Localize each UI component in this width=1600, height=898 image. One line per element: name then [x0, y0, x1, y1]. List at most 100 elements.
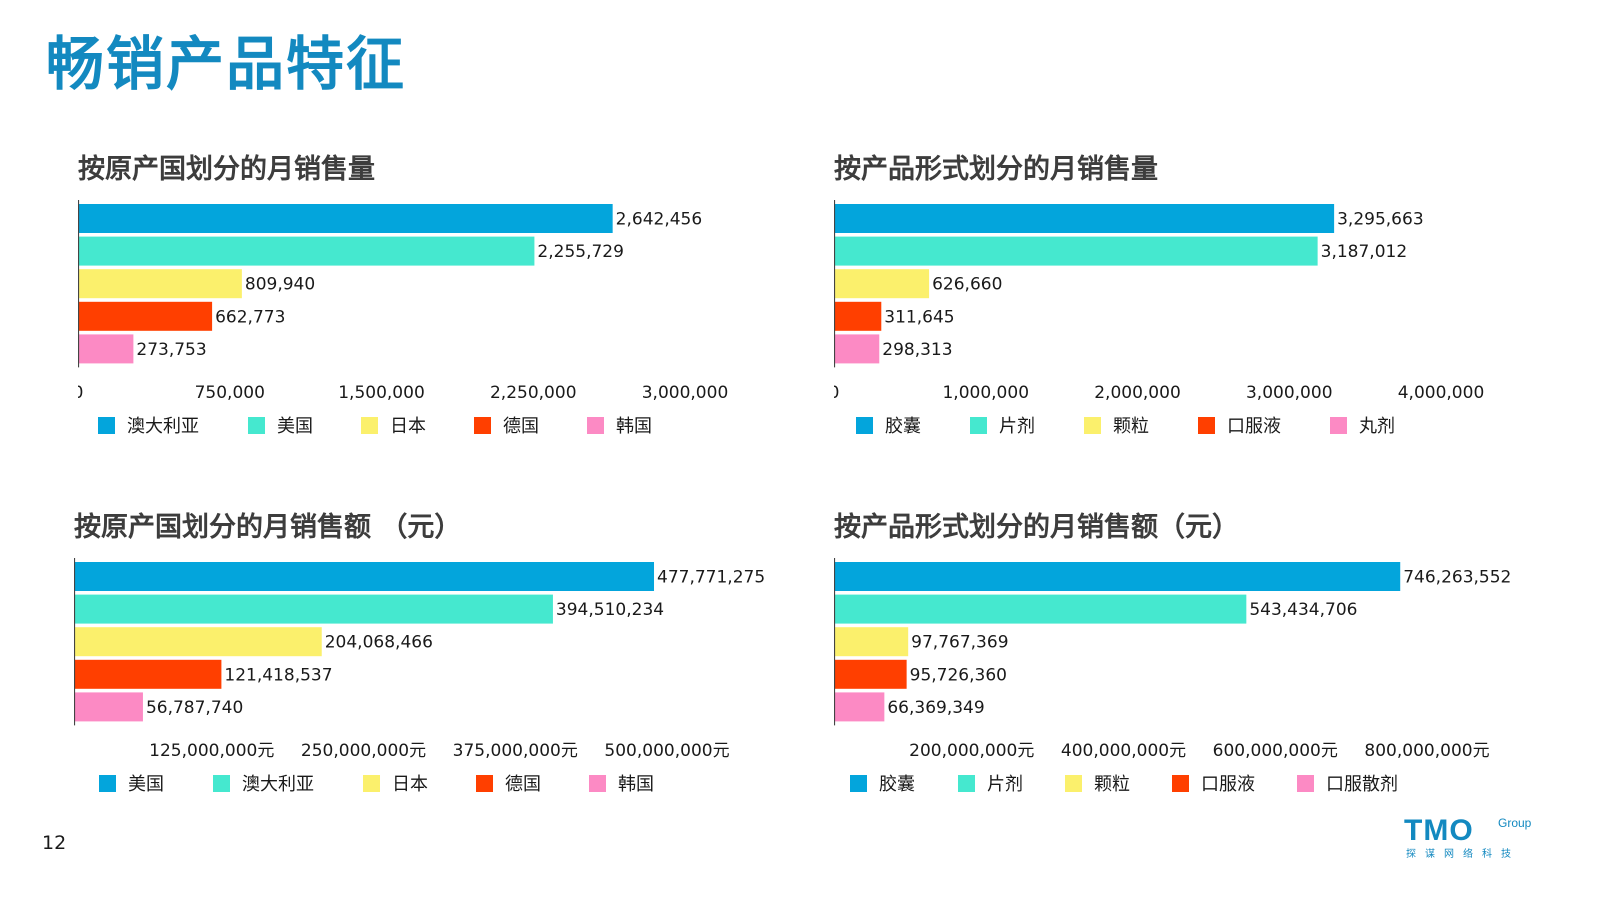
- legend-swatch: [587, 416, 604, 434]
- legend-label: 丸剂: [1359, 416, 1395, 437]
- x-tick-label: 375,000,000元: [453, 741, 578, 761]
- legend-item: 口服液: [1172, 770, 1255, 796]
- bar-chart-revenue-by-form: 746,263,552 543,434,706 97,767,369 95,726,3…: [834, 558, 1511, 761]
- bar-胶囊: [834, 562, 1401, 591]
- bar-value-label: 626,660: [932, 275, 1002, 295]
- logo-superscript: Group: [1498, 816, 1532, 830]
- legend-swatch: [1330, 416, 1347, 434]
- legend-item: 颗粒: [1065, 770, 1130, 796]
- chart-legend: 澳大利亚 美国 日本 德国 韩国: [78, 407, 838, 437]
- x-tick-label: 2,000,000: [1094, 383, 1181, 403]
- legend-swatch: [850, 774, 867, 792]
- legend-label: 美国: [128, 774, 164, 795]
- legend-label: 胶囊: [885, 416, 921, 437]
- legend-swatch: [476, 774, 493, 792]
- legend-swatch: [213, 774, 230, 792]
- x-tick-label: 400,000,000元: [1061, 741, 1186, 761]
- bar-美国: [74, 562, 655, 591]
- page-number: 12: [42, 832, 67, 854]
- legend-item: 澳大利亚: [213, 770, 314, 796]
- legend-swatch: [958, 774, 975, 792]
- x-tick-label: 200,000,000元: [909, 741, 1034, 761]
- bar-value-label: 273,753: [136, 340, 206, 360]
- bar-片剂: [834, 594, 1247, 624]
- bar-plot: 746,263,552 543,434,706 97,767,369 95,726,3…: [834, 558, 1594, 768]
- legend-item: 美国: [99, 770, 164, 796]
- bar-日本: [78, 269, 242, 299]
- legend-label: 口服散剂: [1326, 774, 1398, 795]
- slide-title: 畅销产品特征: [46, 30, 407, 98]
- bar-澳大利亚: [74, 594, 553, 624]
- legend-swatch: [474, 416, 491, 434]
- legend-label: 片剂: [999, 416, 1035, 437]
- bar-value-label: 121,418,537: [224, 665, 332, 685]
- bar-plot: 2,642,456 2,255,729 809,940 662,773 273,753 0…: [78, 200, 838, 410]
- x-tick-label: 0: [78, 383, 83, 403]
- x-tick-label: 250,000,000元: [301, 741, 426, 761]
- legend-label: 美国: [277, 416, 313, 437]
- chart-panel-revenue-by-form: 按产品形式划分的月销售额（元） 746,263,552 543,434,706 97…: [834, 510, 1594, 810]
- chart-legend: 美国 澳大利亚 日本 德国 韩国: [74, 765, 834, 795]
- legend-item: 德国: [476, 770, 541, 796]
- legend-swatch: [1065, 774, 1082, 792]
- bar-澳大利亚: [78, 204, 613, 233]
- bar-德国: [78, 301, 213, 331]
- bar-颗粒: [834, 627, 909, 657]
- legend-item: 日本: [363, 770, 428, 796]
- legend-label: 口服液: [1227, 416, 1281, 437]
- chart-title: 按原产国划分的月销售量: [78, 154, 375, 185]
- bar-value-label: 3,295,663: [1337, 210, 1424, 230]
- bar-value-label: 543,434,706: [1249, 600, 1357, 620]
- legend-swatch: [99, 774, 116, 792]
- bar-德国: [74, 659, 222, 689]
- chart-legend: 胶囊 片剂 颗粒 口服液 口服散剂: [834, 765, 1594, 795]
- legend-label: 颗粒: [1113, 416, 1149, 437]
- chart-panel-volume-by-form: 按产品形式划分的月销售量 3,295,663 3,187,012 626,660 31…: [834, 152, 1594, 452]
- legend-item: 韩国: [587, 412, 652, 438]
- legend-swatch: [363, 774, 380, 792]
- legend-item: 口服液: [1198, 412, 1281, 438]
- legend-item: 韩国: [589, 770, 654, 796]
- x-tick-label: 3,000,000: [642, 383, 729, 403]
- legend-swatch: [1297, 774, 1314, 792]
- legend-item: 口服散剂: [1297, 770, 1398, 796]
- chart-title: 按产品形式划分的月销售量: [834, 154, 1158, 185]
- bar-颗粒: [834, 269, 930, 299]
- legend-label: 韩国: [616, 416, 652, 437]
- logo-subtitle: 探谋网络科技: [1406, 849, 1520, 860]
- legend-item: 胶囊: [856, 412, 921, 438]
- bar-胶囊: [834, 204, 1335, 233]
- bar-value-label: 56,787,740: [146, 698, 243, 718]
- legend-swatch: [98, 416, 115, 434]
- legend-swatch: [970, 416, 987, 434]
- bar-value-label: 662,773: [215, 307, 285, 327]
- x-tick-label: 0: [834, 383, 839, 403]
- legend-item: 澳大利亚: [98, 412, 199, 438]
- logo-wordmark: TMO: [1404, 814, 1474, 847]
- bar-美国: [78, 236, 535, 266]
- legend-label: 澳大利亚: [242, 774, 314, 795]
- legend-label: 德国: [505, 774, 541, 795]
- bar-value-label: 97,767,369: [911, 633, 1008, 653]
- legend-label: 颗粒: [1094, 774, 1130, 795]
- legend-item: 片剂: [958, 770, 1023, 796]
- legend-item: 德国: [474, 412, 539, 438]
- legend-label: 胶囊: [879, 774, 915, 795]
- chart-legend: 胶囊 片剂 颗粒 口服液 丸剂: [834, 407, 1594, 437]
- chart-title: 按原产国划分的月销售额 （元）: [74, 512, 462, 543]
- bar-chart-volume-by-origin: 2,642,456 2,255,729 809,940 662,773 273,753 0…: [78, 200, 729, 403]
- bar-chart-revenue-by-origin: 477,771,275 394,510,234 204,068,466 121,418…: [74, 558, 765, 761]
- legend-item: 片剂: [970, 412, 1035, 438]
- bar-value-label: 746,263,552: [1403, 568, 1511, 588]
- x-tick-label: 600,000,000元: [1213, 741, 1338, 761]
- bar-口服液: [834, 659, 907, 689]
- legend-swatch: [248, 416, 265, 434]
- legend-label: 口服液: [1201, 774, 1255, 795]
- legend-item: 美国: [248, 412, 313, 438]
- bar-value-label: 311,645: [884, 307, 954, 327]
- x-tick-label: 2,250,000: [490, 383, 577, 403]
- legend-label: 片剂: [987, 774, 1023, 795]
- bar-value-label: 204,068,466: [325, 633, 433, 653]
- x-tick-label: 4,000,000: [1398, 383, 1485, 403]
- bar-口服液: [834, 301, 882, 331]
